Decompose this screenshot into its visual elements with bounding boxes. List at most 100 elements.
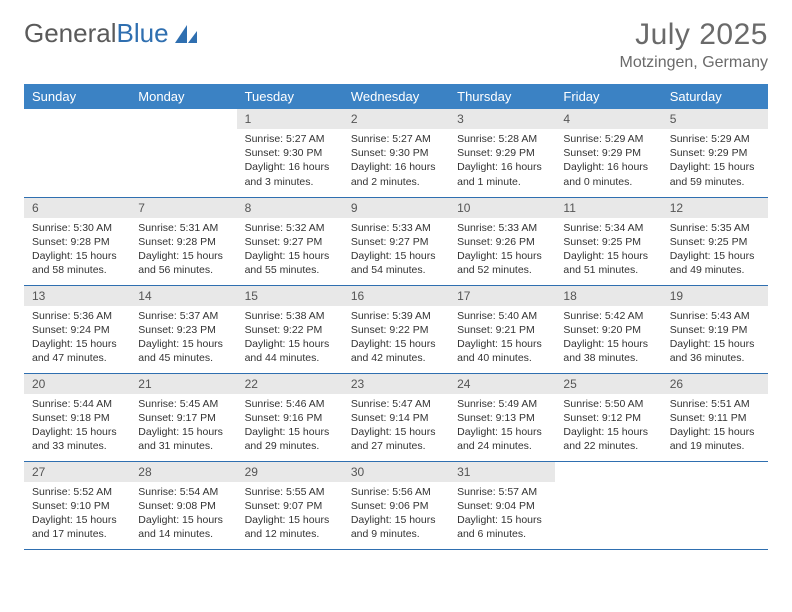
day-number: 13 (24, 286, 130, 306)
calendar-cell: 22Sunrise: 5:46 AMSunset: 9:16 PMDayligh… (237, 373, 343, 461)
weekday-tuesday: Tuesday (237, 84, 343, 109)
day-number: 17 (449, 286, 555, 306)
daylight-line1: Daylight: 15 hours (138, 249, 228, 263)
sunrise-text: Sunrise: 5:55 AM (245, 485, 335, 499)
day-number: 5 (662, 109, 768, 129)
daylight-line2: and 17 minutes. (32, 527, 122, 541)
table-row: 1Sunrise: 5:27 AMSunset: 9:30 PMDaylight… (24, 109, 768, 197)
day-body: Sunrise: 5:37 AMSunset: 9:23 PMDaylight:… (130, 306, 236, 370)
daylight-line2: and 2 minutes. (351, 175, 441, 189)
daylight-line1: Daylight: 15 hours (138, 513, 228, 527)
sunrise-text: Sunrise: 5:54 AM (138, 485, 228, 499)
sunset-text: Sunset: 9:14 PM (351, 411, 441, 425)
weekday-sunday: Sunday (24, 84, 130, 109)
calendar-cell: 10Sunrise: 5:33 AMSunset: 9:26 PMDayligh… (449, 197, 555, 285)
day-number: 24 (449, 374, 555, 394)
daylight-line1: Daylight: 15 hours (32, 249, 122, 263)
day-number: 6 (24, 198, 130, 218)
sunset-text: Sunset: 9:24 PM (32, 323, 122, 337)
daylight-line2: and 1 minute. (457, 175, 547, 189)
header-row: GeneralBlue July 2025 Motzingen, Germany (24, 18, 768, 72)
daylight-line2: and 29 minutes. (245, 439, 335, 453)
day-body: Sunrise: 5:52 AMSunset: 9:10 PMDaylight:… (24, 482, 130, 546)
daylight-line2: and 3 minutes. (245, 175, 335, 189)
day-body: Sunrise: 5:28 AMSunset: 9:29 PMDaylight:… (449, 129, 555, 193)
day-number: 28 (130, 462, 236, 482)
day-body: Sunrise: 5:47 AMSunset: 9:14 PMDaylight:… (343, 394, 449, 458)
sunset-text: Sunset: 9:11 PM (670, 411, 760, 425)
daylight-line1: Daylight: 15 hours (138, 425, 228, 439)
sunset-text: Sunset: 9:20 PM (563, 323, 653, 337)
day-number: 22 (237, 374, 343, 394)
sunrise-text: Sunrise: 5:33 AM (457, 221, 547, 235)
day-number: 3 (449, 109, 555, 129)
daylight-line1: Daylight: 15 hours (245, 249, 335, 263)
calendar-cell: 1Sunrise: 5:27 AMSunset: 9:30 PMDaylight… (237, 109, 343, 197)
sunset-text: Sunset: 9:29 PM (563, 146, 653, 160)
daylight-line1: Daylight: 16 hours (245, 160, 335, 174)
calendar-cell: 8Sunrise: 5:32 AMSunset: 9:27 PMDaylight… (237, 197, 343, 285)
daylight-line2: and 42 minutes. (351, 351, 441, 365)
day-number: 23 (343, 374, 449, 394)
sunrise-text: Sunrise: 5:39 AM (351, 309, 441, 323)
sunset-text: Sunset: 9:13 PM (457, 411, 547, 425)
daylight-line1: Daylight: 15 hours (563, 249, 653, 263)
calendar-cell: 28Sunrise: 5:54 AMSunset: 9:08 PMDayligh… (130, 461, 236, 549)
daylight-line1: Daylight: 15 hours (563, 425, 653, 439)
calendar-cell: 27Sunrise: 5:52 AMSunset: 9:10 PMDayligh… (24, 461, 130, 549)
table-row: 27Sunrise: 5:52 AMSunset: 9:10 PMDayligh… (24, 461, 768, 549)
day-number: 31 (449, 462, 555, 482)
sunset-text: Sunset: 9:21 PM (457, 323, 547, 337)
sunset-text: Sunset: 9:25 PM (670, 235, 760, 249)
day-number: 14 (130, 286, 236, 306)
day-number: 15 (237, 286, 343, 306)
daylight-line1: Daylight: 15 hours (32, 425, 122, 439)
sunrise-text: Sunrise: 5:27 AM (351, 132, 441, 146)
daylight-line2: and 27 minutes. (351, 439, 441, 453)
sunrise-text: Sunrise: 5:57 AM (457, 485, 547, 499)
sunset-text: Sunset: 9:07 PM (245, 499, 335, 513)
sunrise-text: Sunrise: 5:52 AM (32, 485, 122, 499)
calendar-cell: 13Sunrise: 5:36 AMSunset: 9:24 PMDayligh… (24, 285, 130, 373)
sunrise-text: Sunrise: 5:38 AM (245, 309, 335, 323)
daylight-line2: and 9 minutes. (351, 527, 441, 541)
daylight-line2: and 51 minutes. (563, 263, 653, 277)
calendar-cell (24, 109, 130, 197)
calendar-table: SundayMondayTuesdayWednesdayThursdayFrid… (24, 84, 768, 550)
sunset-text: Sunset: 9:30 PM (351, 146, 441, 160)
month-title: July 2025 (619, 18, 768, 52)
daylight-line1: Daylight: 15 hours (670, 160, 760, 174)
day-number: 26 (662, 374, 768, 394)
day-body: Sunrise: 5:27 AMSunset: 9:30 PMDaylight:… (343, 129, 449, 193)
daylight-line2: and 44 minutes. (245, 351, 335, 365)
daylight-line2: and 33 minutes. (32, 439, 122, 453)
day-number: 7 (130, 198, 236, 218)
day-number: 10 (449, 198, 555, 218)
daylight-line1: Daylight: 15 hours (457, 513, 547, 527)
calendar-cell: 20Sunrise: 5:44 AMSunset: 9:18 PMDayligh… (24, 373, 130, 461)
daylight-line1: Daylight: 15 hours (670, 337, 760, 351)
location-text: Motzingen, Germany (619, 54, 768, 72)
calendar-cell: 23Sunrise: 5:47 AMSunset: 9:14 PMDayligh… (343, 373, 449, 461)
day-number: 12 (662, 198, 768, 218)
calendar-cell: 12Sunrise: 5:35 AMSunset: 9:25 PMDayligh… (662, 197, 768, 285)
daylight-line1: Daylight: 15 hours (670, 425, 760, 439)
day-number: 16 (343, 286, 449, 306)
sunrise-text: Sunrise: 5:40 AM (457, 309, 547, 323)
daylight-line1: Daylight: 15 hours (351, 425, 441, 439)
calendar-cell: 24Sunrise: 5:49 AMSunset: 9:13 PMDayligh… (449, 373, 555, 461)
calendar-cell: 30Sunrise: 5:56 AMSunset: 9:06 PMDayligh… (343, 461, 449, 549)
sunrise-text: Sunrise: 5:32 AM (245, 221, 335, 235)
weekday-thursday: Thursday (449, 84, 555, 109)
calendar-cell: 29Sunrise: 5:55 AMSunset: 9:07 PMDayligh… (237, 461, 343, 549)
daylight-line1: Daylight: 15 hours (245, 337, 335, 351)
table-row: 13Sunrise: 5:36 AMSunset: 9:24 PMDayligh… (24, 285, 768, 373)
calendar-cell: 25Sunrise: 5:50 AMSunset: 9:12 PMDayligh… (555, 373, 661, 461)
day-body: Sunrise: 5:57 AMSunset: 9:04 PMDaylight:… (449, 482, 555, 546)
day-number: 19 (662, 286, 768, 306)
day-number: 8 (237, 198, 343, 218)
sunset-text: Sunset: 9:28 PM (32, 235, 122, 249)
calendar-cell: 26Sunrise: 5:51 AMSunset: 9:11 PMDayligh… (662, 373, 768, 461)
day-body: Sunrise: 5:34 AMSunset: 9:25 PMDaylight:… (555, 218, 661, 282)
day-body: Sunrise: 5:46 AMSunset: 9:16 PMDaylight:… (237, 394, 343, 458)
